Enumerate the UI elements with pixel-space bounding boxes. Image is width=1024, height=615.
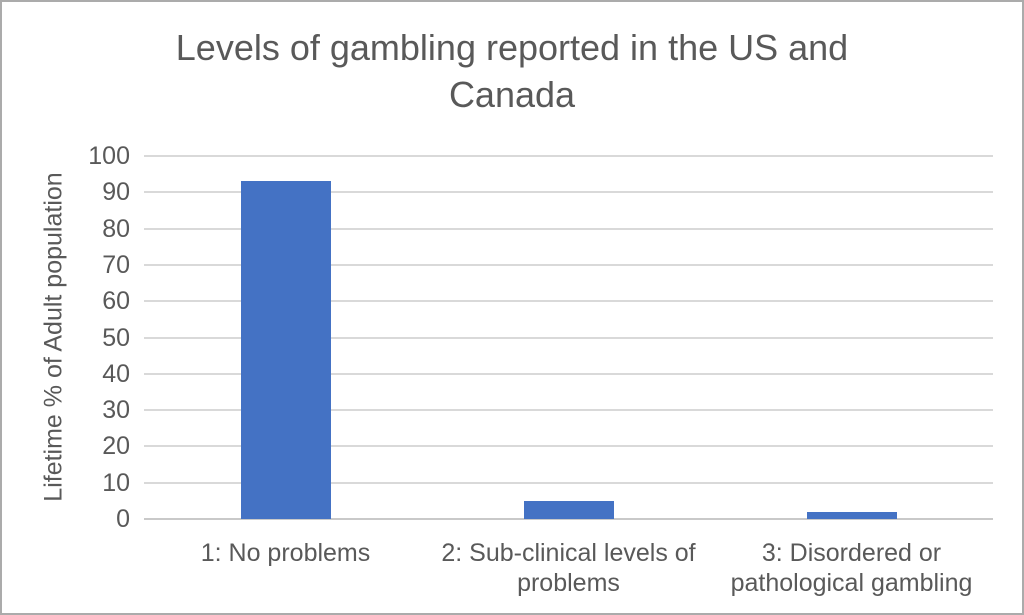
y-axis-tick-label: 70 (102, 250, 130, 279)
gridline (144, 372, 993, 375)
x-axis-category-label: 3: Disordered or pathological gambling (730, 539, 973, 597)
y-axis-tick-label: 80 (102, 214, 130, 243)
y-axis-tick-label: 10 (102, 468, 130, 497)
chart-title: Levels of gambling reported in the US an… (175, 27, 849, 115)
gridline (144, 155, 993, 157)
bar-category-1 (240, 181, 331, 519)
y-axis-tick-label: 20 (102, 432, 130, 461)
bar-category-3 (806, 511, 897, 519)
gridline (144, 191, 993, 194)
gridline (144, 336, 993, 339)
gridline (144, 227, 993, 230)
y-axis-tick-label: 90 (102, 178, 130, 207)
y-axis-tick-label: 40 (102, 359, 130, 388)
y-axis-tick-label: 60 (102, 287, 130, 316)
bar-category-2 (523, 500, 614, 519)
y-axis-tick-label: 30 (102, 396, 130, 425)
gridline (144, 481, 993, 484)
gridline (144, 263, 993, 266)
x-axis-line (144, 518, 993, 520)
y-axis-tick-label: 50 (102, 323, 130, 352)
y-axis-tick-label: 0 (116, 505, 130, 533)
y-axis-tick-label: 100 (88, 142, 130, 170)
gridline (144, 300, 993, 303)
x-axis-category-label: 1: No problems (200, 539, 371, 567)
gridline (144, 409, 993, 412)
gridline (144, 445, 993, 448)
x-axis-category-label: 2: Sub-clinical levels of problems (441, 539, 696, 597)
